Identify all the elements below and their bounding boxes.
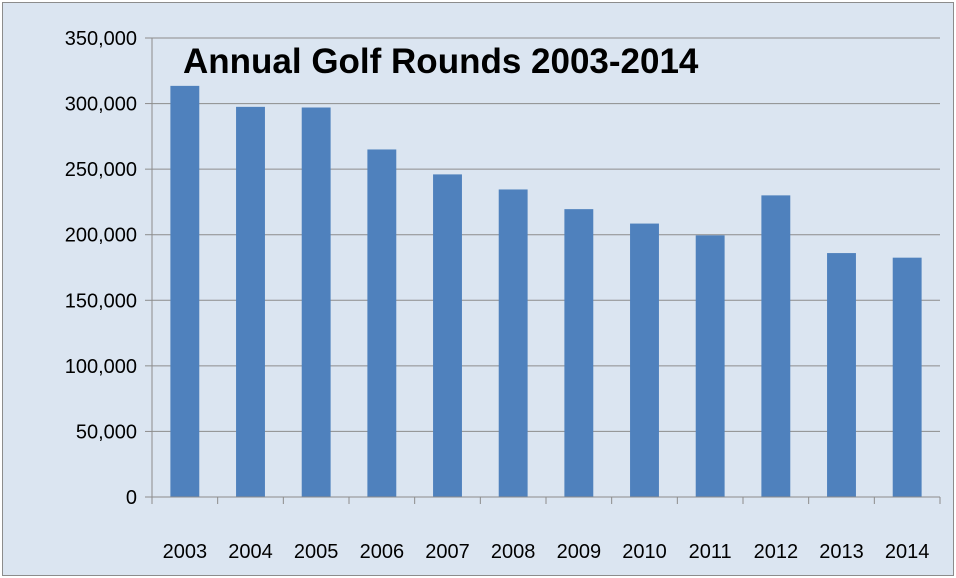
bar-2003 <box>170 85 200 498</box>
bar-2006 <box>367 149 397 497</box>
bar-2011 <box>695 235 725 497</box>
x-tick-label: 2006 <box>360 541 405 563</box>
bar-2013 <box>827 253 856 497</box>
y-tick-label: 200,000 <box>65 225 137 247</box>
y-axis-tick-labels: 0 50,000 100,000 150,000 200,000 250,000 300,0… <box>65 28 137 509</box>
y-tick-label: 150,000 <box>65 290 137 312</box>
x-tick-label: 2004 <box>228 541 273 563</box>
x-axis-tick-labels: 2003 2004 2005 2006 2007 2008 2009 2010 2011 2012… <box>163 541 930 563</box>
bars <box>170 85 922 498</box>
x-tick-label: 2011 <box>689 541 732 563</box>
bar-2005 <box>301 107 331 498</box>
x-tick-label: 2012 <box>754 541 799 563</box>
bar-2012 <box>761 195 791 497</box>
bar-2004 <box>236 106 265 497</box>
y-tick-label: 50,000 <box>76 421 137 443</box>
bar-2010 <box>630 223 659 497</box>
x-tick-label: 2009 <box>557 541 602 563</box>
bar-2014 <box>892 257 922 497</box>
x-tick-label: 2005 <box>294 541 339 563</box>
bar-2007 <box>433 174 462 498</box>
y-tick-label: 250,000 <box>65 159 137 181</box>
x-tick-label: 2010 <box>622 541 667 563</box>
y-tick-label: 300,000 <box>65 94 137 116</box>
axes <box>145 37 941 504</box>
bar-2008 <box>498 189 528 497</box>
y-tick-label: 0 <box>126 487 137 509</box>
gridlines <box>152 37 940 432</box>
bar-2009 <box>564 209 594 498</box>
y-tick-label: 100,000 <box>65 356 137 378</box>
x-tick-label: 2014 <box>885 541 930 563</box>
x-tick-label: 2003 <box>163 541 208 563</box>
chart-title: Annual Golf Rounds 2003-2014 <box>183 42 699 81</box>
x-tick-label: 2008 <box>491 541 536 563</box>
y-tick-label: 350,000 <box>65 28 137 50</box>
x-tick-label: 2007 <box>425 541 470 563</box>
x-tick-label: 2013 <box>819 541 864 563</box>
